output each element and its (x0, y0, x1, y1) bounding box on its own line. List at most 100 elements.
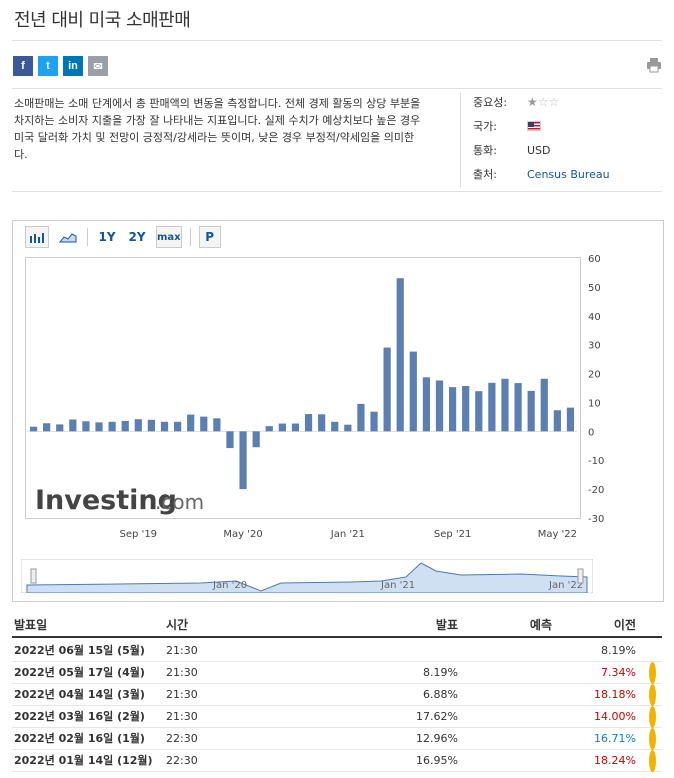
status-dot-icon (649, 728, 656, 750)
star-empty-icon: ☆ (548, 95, 560, 109)
col-forecast-header[interactable]: 예측 (529, 618, 552, 632)
chart-bar[interactable] (108, 421, 116, 432)
print-icon[interactable] (646, 57, 662, 73)
chart-bar[interactable] (540, 378, 548, 432)
chart-bar[interactable] (160, 421, 169, 432)
release-time-cell: 21:30 (166, 644, 198, 657)
range-max-button[interactable]: max (156, 226, 182, 248)
chart-bar[interactable] (304, 414, 313, 432)
chart-bar[interactable] (82, 421, 90, 432)
chart-bar[interactable] (43, 423, 51, 432)
chart-bar[interactable] (383, 347, 391, 432)
col-actual-header[interactable]: 발표 (435, 618, 458, 632)
chart-bar[interactable] (173, 421, 182, 432)
chart-bar[interactable] (448, 387, 457, 432)
chart-bar[interactable] (291, 423, 300, 432)
country-label: 국가: (473, 120, 497, 133)
toolbar-divider (87, 228, 88, 246)
chart-bar[interactable] (357, 403, 365, 432)
y-tick-label: 20 (588, 370, 601, 381)
chart-bar[interactable] (29, 426, 38, 432)
email-share-button[interactable]: ✉ (88, 56, 108, 76)
chart-navigator[interactable]: Jan '20 Jan '21 Jan '22 (21, 559, 593, 593)
chart-bar[interactable] (501, 378, 509, 432)
plot-frame (25, 257, 581, 519)
p-button[interactable]: P (198, 226, 221, 248)
col-previous-header[interactable]: 이전 (613, 618, 636, 632)
actual-value-cell: 12.96% (416, 732, 458, 745)
x-tick-label: Sep '21 (434, 529, 472, 540)
release-time-cell: 21:30 (166, 688, 198, 701)
navigator-left-handle[interactable] (30, 568, 37, 584)
chart-bar[interactable] (553, 410, 561, 432)
chart-bar[interactable] (56, 424, 64, 432)
x-tick-label: May '22 (538, 529, 577, 540)
facebook-share-button[interactable]: f (13, 56, 33, 76)
actual-value-cell: 8.19% (423, 666, 458, 679)
navigator-label: Jan '22 (548, 580, 583, 591)
chart-bar[interactable] (422, 377, 431, 432)
navigator-right-handle[interactable] (577, 568, 584, 584)
release-date-cell: 2022년 05월 17일 (4월) (14, 666, 145, 679)
table-row: 2022년 02월 16일 (1월) 22:30 12.96% 16.71% (12, 728, 662, 750)
currency-label: 통화: (473, 144, 497, 157)
release-time-cell: 21:30 (166, 666, 198, 679)
toolbar-divider (189, 228, 191, 246)
chart-bar[interactable] (239, 431, 247, 490)
chart-bar[interactable] (409, 351, 417, 432)
line-chart-toggle[interactable] (57, 226, 79, 248)
chart-bar[interactable] (147, 419, 156, 432)
navigator-label: Jan '21 (380, 580, 415, 591)
share-bar: f t in ✉ (13, 56, 108, 76)
chart-bar[interactable] (396, 278, 404, 432)
watermark-suffix: .com (155, 490, 204, 514)
x-tick-label: May '20 (223, 529, 262, 540)
y-tick-label: -10 (588, 456, 604, 467)
status-dot-icon (649, 684, 656, 706)
chart-bar[interactable] (435, 380, 444, 432)
bar-chart-toggle[interactable] (25, 226, 49, 248)
actual-value-cell: 6.88% (423, 688, 458, 701)
importance-rating: ★☆☆ (527, 92, 559, 112)
release-time-cell: 22:30 (166, 754, 198, 767)
chart-bar[interactable] (514, 383, 522, 432)
chart-bar[interactable] (226, 431, 234, 449)
chart-bar[interactable] (252, 431, 260, 448)
chart-bar[interactable] (134, 419, 142, 432)
twitter-share-button[interactable]: t (38, 56, 58, 76)
chart-bar[interactable] (488, 382, 496, 432)
chart-bar[interactable] (331, 421, 339, 432)
chart-bar[interactable] (69, 419, 77, 432)
col-time-header[interactable]: 시간 (166, 618, 189, 632)
source-label: 출처: (473, 168, 497, 181)
range-1y-button[interactable]: 1Y (98, 230, 116, 244)
chart-bar[interactable] (318, 414, 326, 432)
area-chart-icon (59, 233, 77, 243)
chart-bar[interactable] (527, 390, 535, 432)
col-date-header[interactable]: 발표일 (14, 618, 48, 632)
chart-bar[interactable] (475, 391, 483, 432)
chart-bar[interactable] (462, 385, 470, 432)
y-tick-label: 60 (588, 254, 601, 265)
chart-bar[interactable] (265, 426, 273, 432)
actual-value-cell: 16.95% (416, 754, 458, 767)
previous-value-cell: 7.34% (601, 666, 636, 679)
release-date-cell: 2022년 06월 15일 (5월) (14, 644, 145, 657)
y-tick-label: 0 (588, 427, 594, 438)
chart-bar[interactable] (213, 418, 221, 432)
chart-bar[interactable] (187, 414, 195, 432)
chart-bar[interactable] (370, 411, 378, 432)
chart-bar[interactable] (200, 416, 208, 432)
source-link[interactable]: Census Bureau (527, 167, 610, 181)
chart-bar[interactable] (566, 407, 575, 432)
linkedin-share-button[interactable]: in (63, 56, 83, 76)
range-2y-button[interactable]: 2Y (128, 230, 146, 244)
status-dot-icon (649, 662, 656, 684)
chart-bar[interactable] (95, 422, 103, 432)
chart-toolbar: 1Y 2Y max P (25, 221, 221, 253)
chart-bar[interactable] (278, 423, 286, 432)
chart-bar[interactable] (344, 424, 352, 432)
y-tick-label: 40 (588, 312, 601, 323)
chart-bar[interactable] (121, 420, 129, 432)
y-tick-label: 30 (588, 341, 601, 352)
